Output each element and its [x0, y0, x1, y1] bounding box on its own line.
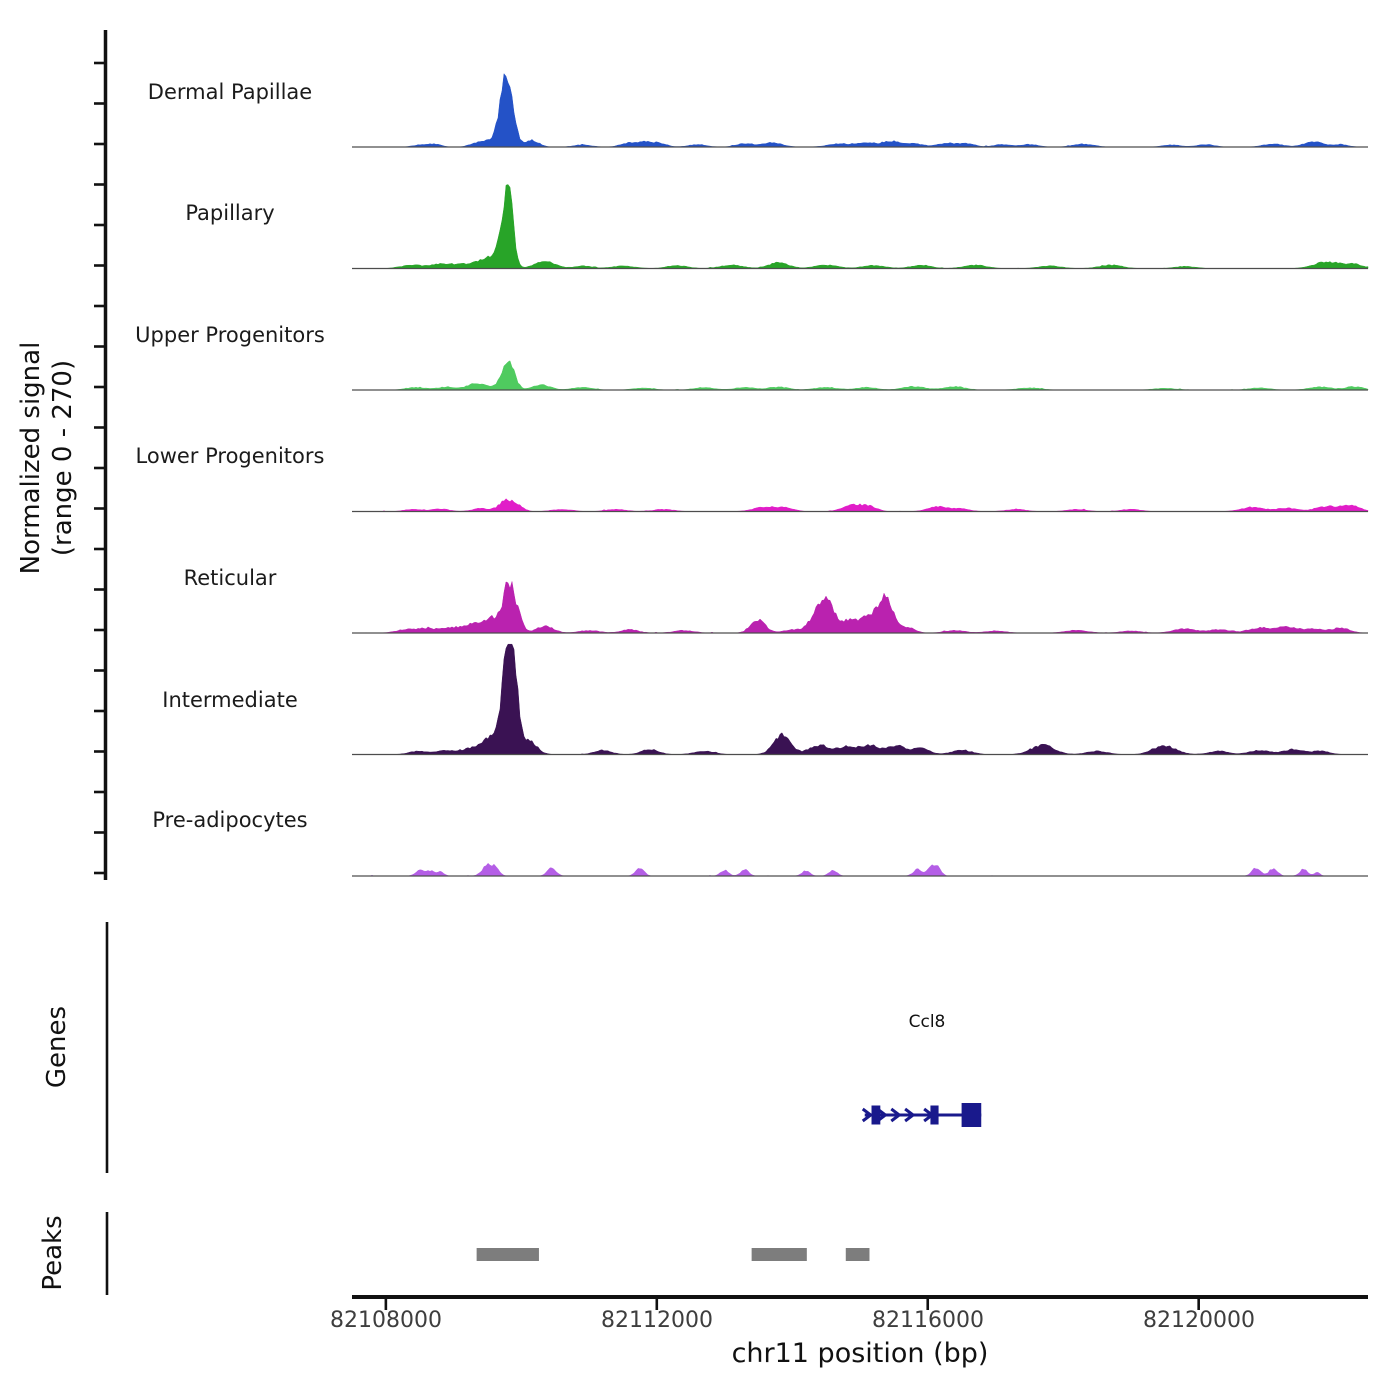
track-label-dermal-papillae: Dermal Papillae [147, 80, 313, 104]
x-tick-82116000: 82116000 [872, 1308, 984, 1333]
gene-glyph-ccl8 [861, 1103, 982, 1127]
track-label-reticular: Reticular [183, 566, 277, 590]
signal-track-intermediate [352, 643, 1368, 756]
signal-track-lower-progenitors [352, 498, 1369, 513]
peak-regions [476, 1248, 870, 1261]
gene-exon [930, 1105, 939, 1125]
gene-exon [871, 1105, 881, 1125]
y-axis-title-line2: (range 0 - 270) [48, 359, 78, 557]
x-tick-82112000: 82112000 [601, 1308, 713, 1333]
gene-strand-arrow [904, 1107, 916, 1123]
signal-y-axis [94, 30, 108, 880]
track-label-upper-progenitors: Upper Progenitors [135, 323, 325, 347]
peak-region-box [476, 1248, 539, 1261]
x-tick-82120000: 82120000 [1143, 1308, 1255, 1333]
gene-label-ccl8: Ccl8 [908, 1012, 946, 1032]
y-axis-title-line1: Normalized signal [16, 341, 46, 575]
genes-section-label: Genes [42, 1005, 72, 1089]
track-label-pre-adipocytes: Pre-adipocytes [152, 808, 308, 832]
signal-area-pre-adipocytes [352, 862, 1368, 877]
signal-area-intermediate [352, 643, 1368, 755]
x-tick-82108000: 82108000 [330, 1308, 442, 1333]
signal-area-papillary [352, 184, 1369, 269]
track-label-intermediate: Intermediate [162, 688, 298, 712]
gene-exon [961, 1103, 982, 1127]
peaks-section-label: Peaks [38, 1215, 68, 1291]
track-label-papillary: Papillary [185, 201, 275, 225]
peak-region-box [845, 1248, 870, 1261]
signal-track-dermal-papillae [352, 73, 1368, 148]
signal-track-papillary [352, 184, 1369, 270]
gene-strand-arrow [890, 1107, 902, 1123]
track-label-lower-progenitors: Lower Progenitors [135, 444, 325, 468]
x-axis-title: chr11 position (bp) [731, 1338, 989, 1369]
signal-track-pre-adipocytes [352, 862, 1368, 877]
signal-track-upper-progenitors [352, 360, 1369, 391]
y-axis-title: Normalized signal (range 0 - 270) [15, 342, 79, 575]
peak-region-box [751, 1248, 807, 1261]
signal-area-upper-progenitors [352, 360, 1369, 391]
gene-strand-arrow [861, 1107, 874, 1123]
x-axis [352, 1295, 1368, 1310]
signal-area-reticular [352, 581, 1369, 634]
signal-area-dermal-papillae [352, 73, 1368, 148]
signal-track-reticular [352, 581, 1369, 634]
signal-area-lower-progenitors [352, 498, 1369, 512]
